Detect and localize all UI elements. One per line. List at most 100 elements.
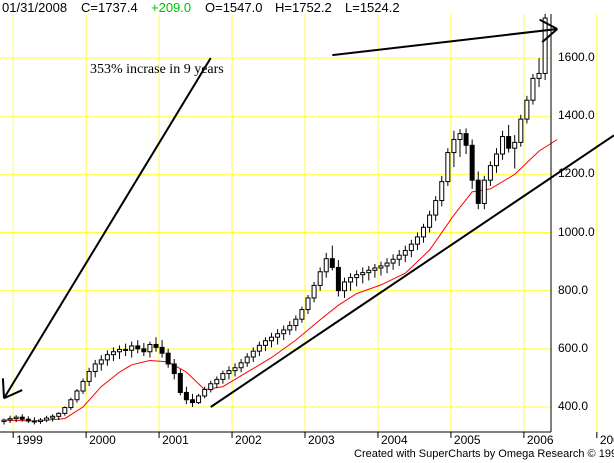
candle-body-up [214,378,220,385]
candle-body-up [524,99,530,120]
moving-average-layer [3,139,558,422]
candle [147,341,153,358]
header-high: H=1752.2 [275,0,332,15]
candle-body-up [1,419,7,423]
candle [281,325,287,341]
candle [348,273,354,291]
candle-body-up [384,262,390,267]
candle [457,129,463,157]
candle [287,321,293,335]
candle-body-up [256,344,262,352]
candle [110,347,116,362]
candle-body-up [147,343,153,353]
candle [129,341,135,358]
candle [299,306,305,323]
y-tick-label: 1600.0 [558,50,595,65]
candle [196,393,202,405]
candle [536,58,542,88]
candle-body-down [463,133,469,146]
y-tick-label: 1200.0 [558,166,595,181]
candle [171,359,177,380]
candle [177,369,183,396]
candle [202,386,208,399]
candle [317,267,323,291]
x-tick-label: 2000 [89,433,116,447]
candlestick-series [1,13,548,425]
candle-body-up [220,373,226,380]
candle [335,260,341,297]
candle [421,223,427,243]
candle [439,175,445,207]
y-tick-label: 1000.0 [558,224,595,239]
candle-body-up [281,329,287,335]
header-low: L=1524.2 [345,0,400,15]
candle-body-up [366,269,372,274]
candle-body-up [62,407,68,414]
candle [366,265,372,281]
candle-body-up [457,133,463,140]
candle-body-up [445,152,451,183]
candle-body-up [37,419,43,423]
candle-body-up [232,367,238,372]
candle-body-down [135,345,141,350]
candle [378,261,384,276]
candle [360,267,366,284]
candle-body-up [299,309,305,320]
candle [542,13,548,81]
chart-grid [0,14,598,438]
candle-body-up [396,254,402,260]
candle [183,386,189,405]
candle-body-up [56,412,62,417]
annotation-arrowhead [541,28,558,43]
candle-body-up [311,284,317,299]
candle [433,196,439,221]
candle [500,130,506,160]
candle-body-up [317,271,323,286]
x-tick-label: 2007 [599,433,614,447]
annotation-arrow [332,27,558,57]
candle-body-down [19,416,25,420]
candle [189,393,195,407]
candle [469,139,475,189]
header-date: 01/31/2008 [2,0,68,15]
candle-body-down [31,420,37,423]
header-change: +209.0 [151,0,192,15]
candle [256,341,262,357]
candle [244,353,250,367]
candle [354,270,360,287]
candle-body-up [110,351,116,356]
annotation-lines [1,18,614,408]
candle [232,363,238,377]
candle-body-up [250,350,256,358]
trendline [210,134,614,408]
candle-body-up [208,383,214,391]
candle-body-up [202,389,208,397]
candle-body-up [341,281,347,292]
candle-body-down [123,348,129,351]
candle [518,114,524,147]
candle [275,329,281,345]
candle-body-up [305,297,311,311]
x-tick-label: 2001 [162,433,189,447]
annotation-arrowhead [3,389,23,400]
candle-body-up [542,17,548,74]
candle-body-up [68,399,74,409]
y-tick-label: 1400.0 [558,108,595,123]
candle-body-up [74,390,80,401]
candle-body-down [329,258,335,268]
candle-body-up [493,153,499,167]
x-tick-label: 2002 [235,433,262,447]
candle [50,414,56,422]
candle-body-up [7,418,13,421]
candle-body-down [141,348,147,353]
candle [1,418,7,425]
candle [44,415,50,423]
annotation-arrowhead [539,18,558,30]
x-tick-label: 2005 [453,433,481,447]
candle [31,417,37,425]
candle [153,337,159,352]
candle-body-up [269,336,275,342]
candle-body-down [165,352,171,365]
x-tick-label: 1999 [16,433,43,447]
candle-body-up [372,267,378,271]
